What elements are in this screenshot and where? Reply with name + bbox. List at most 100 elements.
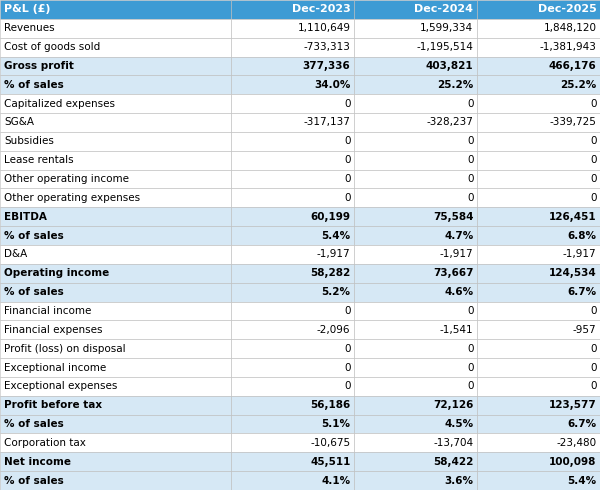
Text: 4.6%: 4.6% — [444, 287, 473, 297]
Text: Exceptional expenses: Exceptional expenses — [4, 381, 118, 392]
Bar — [477, 113, 600, 132]
Text: 0: 0 — [467, 381, 473, 392]
Text: Exceptional income: Exceptional income — [4, 363, 106, 372]
Text: 1,848,120: 1,848,120 — [544, 23, 596, 33]
Text: 45,511: 45,511 — [310, 457, 350, 467]
Bar — [231, 56, 354, 75]
Bar — [0, 75, 231, 94]
Bar — [354, 207, 477, 226]
Text: -2,096: -2,096 — [317, 325, 350, 335]
Bar — [0, 415, 231, 434]
Text: Subsidies: Subsidies — [4, 136, 54, 147]
Bar — [477, 434, 600, 452]
Text: 0: 0 — [344, 363, 350, 372]
Bar — [477, 19, 600, 38]
Bar — [354, 94, 477, 113]
Text: 0: 0 — [467, 193, 473, 203]
Bar — [231, 0, 354, 19]
Bar — [354, 113, 477, 132]
Text: 6.8%: 6.8% — [568, 231, 596, 241]
Text: 34.0%: 34.0% — [314, 80, 350, 90]
Text: 0: 0 — [467, 98, 473, 109]
Text: -1,195,514: -1,195,514 — [416, 42, 473, 52]
Bar — [0, 189, 231, 207]
Bar — [0, 452, 231, 471]
Bar — [231, 301, 354, 320]
Bar — [477, 132, 600, 151]
Text: 126,451: 126,451 — [549, 212, 596, 222]
Text: 0: 0 — [344, 155, 350, 165]
Text: 0: 0 — [590, 363, 596, 372]
Text: % of sales: % of sales — [4, 476, 64, 486]
Text: Net income: Net income — [4, 457, 71, 467]
Bar — [231, 226, 354, 245]
Text: EBITDA: EBITDA — [4, 212, 47, 222]
Bar — [354, 0, 477, 19]
Text: Other operating income: Other operating income — [4, 174, 129, 184]
Bar — [354, 226, 477, 245]
Text: 0: 0 — [590, 136, 596, 147]
Bar — [231, 452, 354, 471]
Bar — [231, 339, 354, 358]
Text: Profit before tax: Profit before tax — [4, 400, 103, 410]
Text: 5.1%: 5.1% — [322, 419, 350, 429]
Bar — [231, 434, 354, 452]
Text: D&A: D&A — [4, 249, 28, 259]
Bar — [354, 19, 477, 38]
Bar — [231, 245, 354, 264]
Text: -1,381,943: -1,381,943 — [539, 42, 596, 52]
Text: Financial expenses: Financial expenses — [4, 325, 103, 335]
Bar — [477, 339, 600, 358]
Bar — [354, 377, 477, 396]
Text: SG&A: SG&A — [4, 118, 34, 127]
Bar — [0, 320, 231, 339]
Bar — [354, 189, 477, 207]
Text: 0: 0 — [590, 343, 596, 354]
Bar — [477, 377, 600, 396]
Text: Corporation tax: Corporation tax — [4, 438, 86, 448]
Text: 73,667: 73,667 — [433, 268, 473, 278]
Text: 123,577: 123,577 — [548, 400, 596, 410]
Text: 58,282: 58,282 — [310, 268, 350, 278]
Bar — [354, 434, 477, 452]
Text: 4.7%: 4.7% — [444, 231, 473, 241]
Text: 0: 0 — [344, 343, 350, 354]
Text: 0: 0 — [590, 155, 596, 165]
Text: % of sales: % of sales — [4, 80, 64, 90]
Text: % of sales: % of sales — [4, 231, 64, 241]
Text: -23,480: -23,480 — [556, 438, 596, 448]
Text: % of sales: % of sales — [4, 419, 64, 429]
Text: 403,821: 403,821 — [426, 61, 473, 71]
Text: 6.7%: 6.7% — [567, 287, 596, 297]
Bar — [477, 396, 600, 415]
Text: 3.6%: 3.6% — [445, 476, 473, 486]
Bar — [354, 245, 477, 264]
Bar — [477, 301, 600, 320]
Bar — [0, 19, 231, 38]
Text: 0: 0 — [590, 381, 596, 392]
Bar — [477, 38, 600, 56]
Bar — [231, 320, 354, 339]
Bar — [231, 132, 354, 151]
Bar — [231, 396, 354, 415]
Bar — [0, 207, 231, 226]
Bar — [0, 283, 231, 301]
Text: -1,917: -1,917 — [563, 249, 596, 259]
Text: Cost of goods sold: Cost of goods sold — [4, 42, 100, 52]
Bar — [0, 358, 231, 377]
Bar — [0, 56, 231, 75]
Bar — [231, 207, 354, 226]
Bar — [477, 151, 600, 170]
Bar — [231, 471, 354, 490]
Text: -1,541: -1,541 — [440, 325, 473, 335]
Bar — [354, 358, 477, 377]
Text: -10,675: -10,675 — [310, 438, 350, 448]
Bar — [354, 75, 477, 94]
Text: 0: 0 — [344, 136, 350, 147]
Bar — [354, 56, 477, 75]
Text: 5.4%: 5.4% — [567, 476, 596, 486]
Bar — [477, 226, 600, 245]
Text: 377,336: 377,336 — [302, 61, 350, 71]
Text: 0: 0 — [467, 306, 473, 316]
Text: 466,176: 466,176 — [548, 61, 596, 71]
